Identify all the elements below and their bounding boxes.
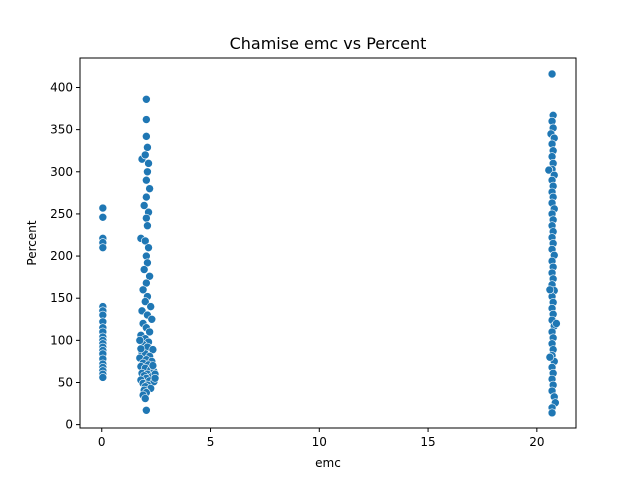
data-point xyxy=(142,115,151,124)
data-points-group xyxy=(98,69,561,418)
x-axis-label: emc xyxy=(315,456,341,470)
data-point xyxy=(98,373,108,382)
x-ticks-group: 0 5 10 15 20 xyxy=(98,428,544,449)
y-tick-label: 350 xyxy=(50,123,73,137)
data-point xyxy=(140,297,150,306)
data-point xyxy=(143,221,152,231)
data-point xyxy=(545,285,555,295)
data-point xyxy=(140,150,150,160)
x-tick-label: 0 xyxy=(98,435,106,449)
data-point xyxy=(144,243,153,252)
data-point xyxy=(142,95,151,104)
data-point xyxy=(145,327,154,337)
data-point xyxy=(98,243,108,252)
data-point xyxy=(148,361,158,370)
y-tick-label: 0 xyxy=(65,418,73,432)
data-point xyxy=(142,405,151,415)
data-point xyxy=(142,213,151,223)
data-point xyxy=(98,203,108,213)
data-point xyxy=(139,265,149,274)
x-tick-label: 15 xyxy=(420,435,435,449)
data-point xyxy=(138,285,148,295)
y-tick-label: 300 xyxy=(50,165,73,179)
axes-group xyxy=(79,57,577,429)
x-tick-label: 20 xyxy=(529,435,544,449)
data-point xyxy=(98,212,108,222)
y-tick-label: 100 xyxy=(50,333,73,347)
y-tick-label: 400 xyxy=(50,80,73,94)
data-point xyxy=(147,314,157,324)
data-point xyxy=(139,201,149,210)
x-tick-label: 10 xyxy=(312,435,327,449)
data-point xyxy=(150,373,160,383)
y-tick-label: 50 xyxy=(58,375,73,389)
x-tick-label: 5 xyxy=(207,435,215,449)
data-point xyxy=(142,132,151,141)
y-tick-label: 250 xyxy=(50,207,73,221)
y-axis-label: Percent xyxy=(25,220,39,265)
data-point xyxy=(145,184,154,193)
data-point xyxy=(142,192,151,202)
data-point xyxy=(135,336,145,345)
data-point xyxy=(136,344,146,354)
data-point xyxy=(545,352,555,362)
y-tick-label: 150 xyxy=(50,291,73,305)
y-ticks-group: 0 50 100 150 200 250 300 350 400 xyxy=(50,80,80,432)
data-point xyxy=(144,159,153,168)
plot-frame xyxy=(79,57,577,429)
data-point xyxy=(143,167,152,177)
data-point xyxy=(143,143,152,152)
data-point xyxy=(544,165,554,175)
data-point xyxy=(146,302,155,311)
chart-title: Chamise emc vs Percent xyxy=(230,34,427,53)
data-point xyxy=(547,69,557,79)
data-point xyxy=(142,175,151,185)
data-point xyxy=(552,319,561,328)
data-point xyxy=(140,394,150,403)
y-tick-label: 200 xyxy=(50,249,73,263)
data-point xyxy=(547,408,557,418)
